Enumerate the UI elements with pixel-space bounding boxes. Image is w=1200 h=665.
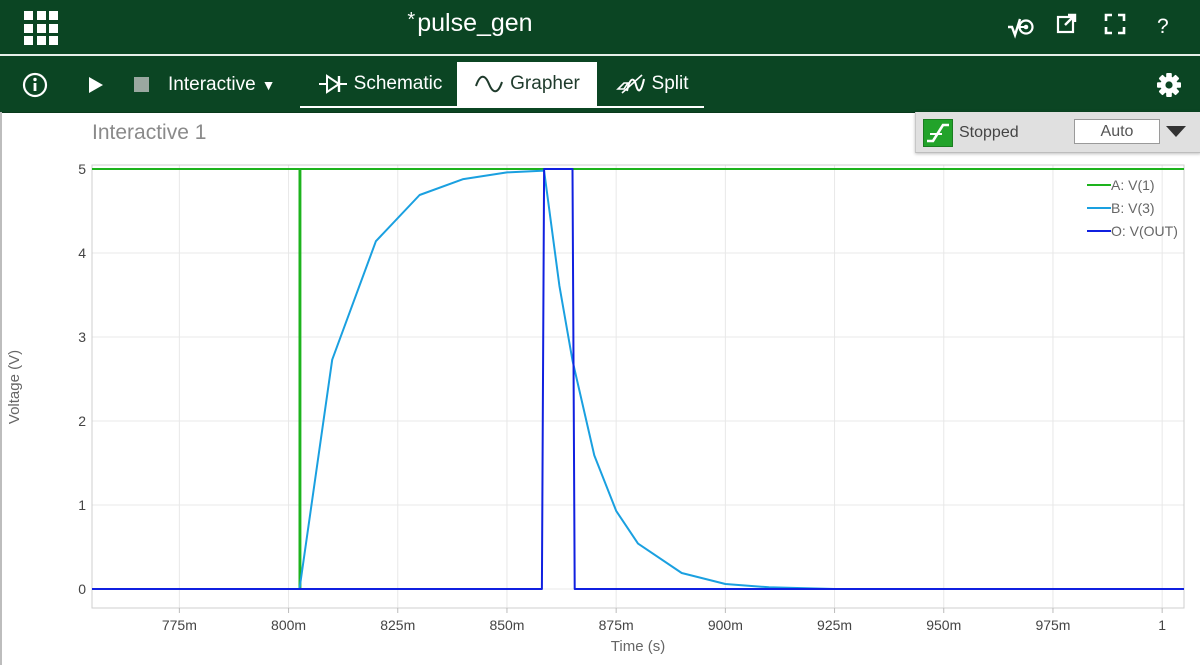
x-tick-label: 900m xyxy=(708,617,743,633)
tab-split-label: Split xyxy=(651,73,689,94)
x-tick-label: 925m xyxy=(817,617,852,633)
graph-title: Interactive 1 xyxy=(92,121,207,144)
x-axis-label: Time (s) xyxy=(611,638,665,655)
legend-entry: B: V(3) xyxy=(1111,200,1155,216)
x-tick-label: 850m xyxy=(489,617,524,633)
y-tick-label: 2 xyxy=(78,413,86,429)
header-bar: *pulse_gen ? xyxy=(0,0,1200,54)
tab-schematic[interactable]: Schematic xyxy=(310,62,450,106)
header-separator xyxy=(0,54,1200,56)
simulation-status-icon[interactable] xyxy=(923,119,953,147)
chart-grid xyxy=(92,165,1184,608)
mode-dropdown-label: Interactive xyxy=(168,74,256,95)
simulation-mode-select[interactable]: Auto xyxy=(1074,119,1160,144)
x-tick-label: 1 xyxy=(1158,617,1166,633)
probe-icon[interactable] xyxy=(1006,13,1036,49)
y-tick-label: 3 xyxy=(78,329,86,345)
tab-grapher-label: Grapher xyxy=(510,73,580,94)
x-tick-label: 825m xyxy=(380,617,415,633)
x-tick-label: 775m xyxy=(162,617,197,633)
tab-schematic-label: Schematic xyxy=(353,73,443,94)
external-link-icon[interactable] xyxy=(1056,13,1078,43)
panel-left-edge xyxy=(0,112,2,665)
series-line-1 xyxy=(92,168,1184,590)
legend-entry: O: V(OUT) xyxy=(1111,223,1178,239)
simulation-menu-caret-icon[interactable] xyxy=(1166,126,1186,137)
series-line-3 xyxy=(92,168,1184,590)
x-tick-label: 875m xyxy=(599,617,634,633)
document-title-text: pulse_gen xyxy=(417,9,533,37)
legend-entry: A: V(1) xyxy=(1111,177,1155,193)
tab-grapher[interactable]: Grapher xyxy=(457,62,597,106)
play-icon[interactable] xyxy=(88,76,104,99)
help-icon[interactable]: ? xyxy=(1157,15,1169,38)
toolbar xyxy=(0,56,1200,113)
y-tick-label: 1 xyxy=(78,497,86,513)
y-axis-ticks: 0 1 2 3 4 5 xyxy=(78,161,86,597)
y-tick-label: 0 xyxy=(78,581,86,597)
chart-legend: A: V(1) B: V(3) O: V(OUT) xyxy=(1087,177,1178,239)
x-tick-label: 950m xyxy=(926,617,961,633)
x-tick-label: 975m xyxy=(1035,617,1070,633)
x-tick-label: 800m xyxy=(271,617,306,633)
y-tick-label: 5 xyxy=(78,161,86,177)
chevron-down-icon: ▼ xyxy=(261,77,276,93)
series-line-2 xyxy=(92,169,1184,590)
sine-wave-icon xyxy=(475,75,504,93)
chart-series xyxy=(92,168,1184,590)
fullscreen-icon[interactable] xyxy=(1104,13,1126,43)
apps-grid-icon[interactable] xyxy=(24,11,58,45)
tab-split[interactable]: Split xyxy=(604,62,700,106)
tabs-underline xyxy=(300,106,704,108)
simulation-panel: Stopped Auto xyxy=(915,112,1200,153)
gear-icon[interactable] xyxy=(1155,71,1183,104)
split-icon xyxy=(615,74,645,94)
diode-icon xyxy=(318,74,347,94)
modified-indicator: * xyxy=(407,9,416,31)
info-icon[interactable] xyxy=(22,72,48,103)
simulation-status: Stopped xyxy=(959,124,1019,141)
document-title: *pulse_gen xyxy=(370,9,570,38)
plot-area-border xyxy=(91,164,1185,609)
x-axis-ticks: 775m 800m 825m 850m 875m 900m 925m 950m 975m 1 xyxy=(162,608,1166,633)
y-axis-label: Voltage (V) xyxy=(6,350,23,424)
stop-icon[interactable] xyxy=(134,77,149,97)
y-tick-label: 4 xyxy=(78,245,86,261)
mode-dropdown[interactable]: Interactive ▼ xyxy=(168,74,276,96)
